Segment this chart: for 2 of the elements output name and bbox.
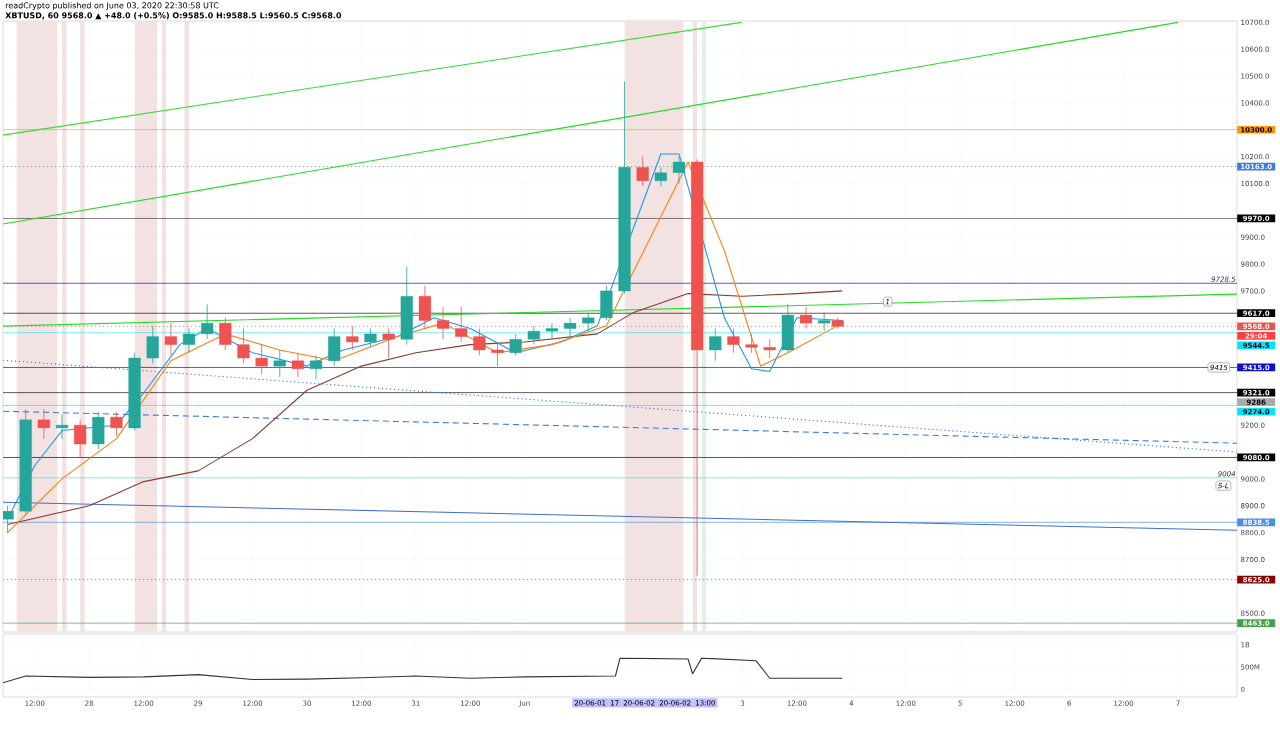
chart-title: readCrypto published on June 03, 2020 22:30:58 UTC [5, 2, 219, 10]
chart-subtitle: XBTUSD, 60 9568.0 ▲ +48.0 (+0.5%) O:9585.0 H:9588.5 L:9560.5 C:9568.0 [5, 12, 342, 20]
